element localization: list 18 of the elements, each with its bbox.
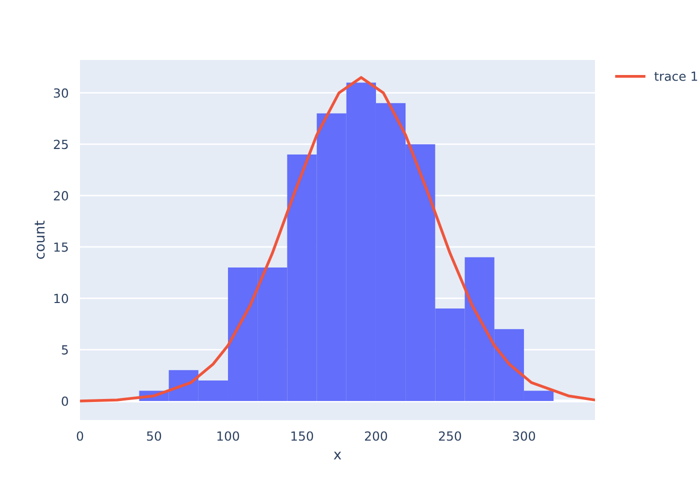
y-tick-label: 30 [54,88,68,98]
y-tick-label: 25 [54,140,68,150]
x-tick-label: 250 [438,431,462,441]
y-tick-label: 0 [62,396,68,406]
line-series [80,76,595,402]
x-tick-label: 100 [217,431,240,441]
x-tick-label: 200 [364,431,388,441]
y-tick-label: 20 [54,191,68,201]
y-tick-label: 15 [54,242,68,252]
x-tick-label: 50 [147,431,162,441]
x-tick-label: 0 [76,431,84,441]
y-tick-label: 5 [62,345,68,355]
y-tick-label: 10 [54,294,68,304]
x-tick-label: 150 [291,431,314,441]
x-axis-title: x [334,452,342,460]
y-axis-title: count [34,220,45,259]
legend-label: trace 1 [654,72,698,81]
x-tick-label: 300 [512,431,536,441]
